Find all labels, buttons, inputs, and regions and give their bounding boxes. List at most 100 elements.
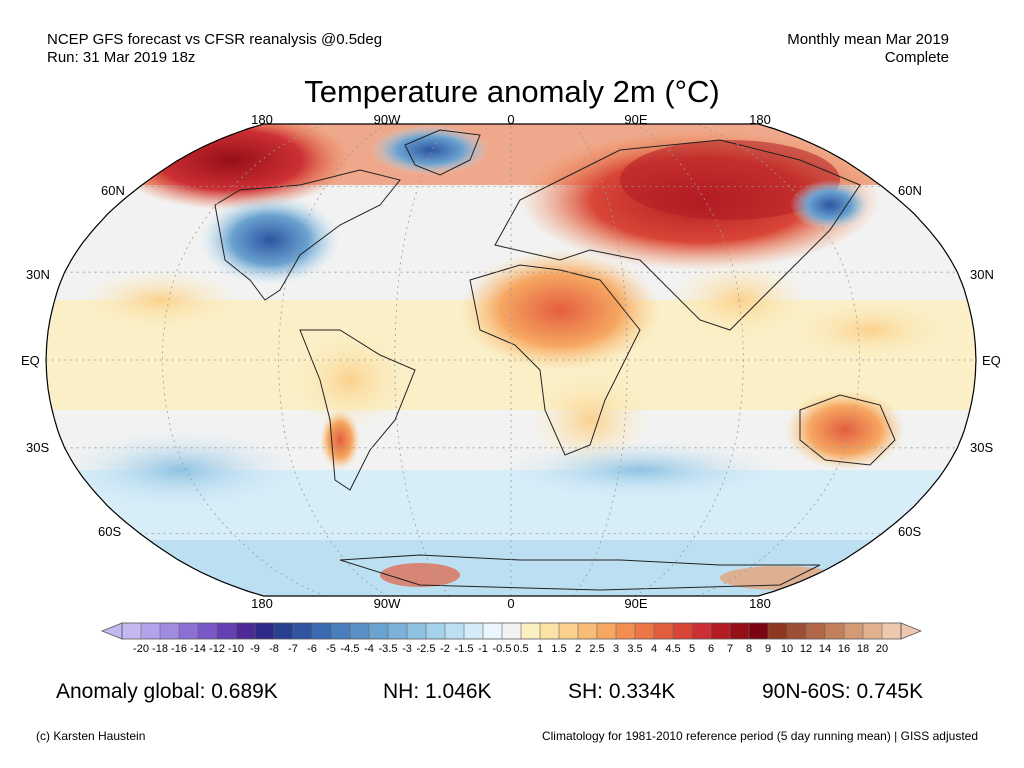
colorbar-tick-label: -4 <box>364 643 374 655</box>
colorbar-swatch <box>787 623 807 639</box>
lon-label-bottom-90w: 90W <box>373 596 401 611</box>
colorbar-tick-label: 1 <box>536 643 544 655</box>
map-title: Temperature anomaly 2m (°C) <box>304 74 720 109</box>
colorbar-swatch <box>635 623 655 639</box>
colorbar-tick-label: 0.5 <box>513 643 529 655</box>
colorbar-swatch <box>331 623 351 639</box>
lat-label-left-30s: 30S <box>26 440 50 455</box>
colorbar-swatch <box>578 623 598 639</box>
colorbar-swatch <box>122 623 142 639</box>
colorbar-swatch <box>559 623 579 639</box>
colorbar-tick-label: -3 <box>402 643 412 655</box>
colorbar-swatch <box>540 623 560 639</box>
colorbar-swatch <box>198 623 218 639</box>
colorbar-swatch <box>616 623 636 639</box>
colorbar-swatch <box>521 623 541 639</box>
colorbar-tick-label: 4 <box>650 643 658 655</box>
colorbar-swatch <box>160 623 180 639</box>
colorbar-tick-label: 3 <box>612 643 620 655</box>
colorbar-swatch <box>730 623 750 639</box>
colorbar-tick-label: 14 <box>818 643 832 655</box>
colorbar-tick-label: -12 <box>209 643 225 655</box>
colorbar-swatch <box>502 623 522 639</box>
colorbar-tick-label: -1 <box>478 643 488 655</box>
colorbar-swatch <box>426 623 446 639</box>
meridian-line <box>394 124 450 596</box>
lon-label-bottom-180w: 180 <box>251 596 273 611</box>
lon-label-top-180w: 180 <box>251 112 273 127</box>
colorbar-tick-label: 20 <box>875 643 889 655</box>
run-time: Run: 31 Mar 2019 18z <box>47 49 196 66</box>
colorbar-tick-label: -2.5 <box>416 643 436 655</box>
colorbar-tick-label: 12 <box>799 643 813 655</box>
climatology-note: Climatology for 1981-2010 reference peri… <box>541 729 978 743</box>
colorbar-swatch <box>825 623 845 639</box>
lon-label-bottom-90e: 90E <box>624 596 648 611</box>
colorbar-swatch <box>217 623 237 639</box>
period-label: Monthly mean Mar 2019 <box>787 31 949 48</box>
colorbar-tick-label: -0.5 <box>492 643 512 655</box>
lon-label-top-180e: 180 <box>749 112 771 127</box>
colorbar-tick-label: -7 <box>288 643 298 655</box>
colorbar-swatch <box>654 623 674 639</box>
lat-label-right-eq: EQ <box>982 353 1001 368</box>
colorbar-tick-label: 1.5 <box>551 643 567 655</box>
colorbar-tick-label: -4.5 <box>340 643 360 655</box>
lat-label-left-eq: EQ <box>21 353 40 368</box>
colorbar-tick-label: -16 <box>171 643 187 655</box>
colorbar-tick-label: -1.5 <box>454 643 474 655</box>
lat-label-right-60s: 60S <box>898 524 922 539</box>
colorbar-tick-label: 5 <box>688 643 696 655</box>
lat-label-right-30s: 30S <box>970 440 994 455</box>
colorbar-tick-label: 10 <box>780 643 794 655</box>
colorbar-swatch <box>179 623 199 639</box>
colorbar-swatch <box>369 623 389 639</box>
colorbar-swatch <box>293 623 313 639</box>
anomaly-field <box>46 124 976 596</box>
colorbar-tick-label: -5 <box>326 643 336 655</box>
colorbar-swatch <box>768 623 788 639</box>
colorbar-frame <box>121 622 902 640</box>
meridian-line <box>634 124 744 596</box>
credit: (c) Karsten Haustein <box>36 729 146 743</box>
meridian-line <box>278 124 388 596</box>
nh-anomaly: NH: 1.046K <box>383 680 492 703</box>
colorbar-tick-label: -14 <box>190 643 206 655</box>
colorbar-tick-label: 4.5 <box>665 643 681 655</box>
colorbar-tick-label: -18 <box>152 643 168 655</box>
colorbar-tick-label: 3.5 <box>627 643 643 655</box>
colorbar-swatch <box>445 623 465 639</box>
colorbar-min-arrow <box>100 622 123 640</box>
colorbar-swatch <box>236 623 256 639</box>
colorbar-swatch <box>388 623 408 639</box>
model-description: NCEP GFS forecast vs CFSR reanalysis @0.… <box>47 31 383 48</box>
colorbar-tick-label: 6 <box>707 643 715 655</box>
lon-label-top-90e: 90E <box>624 112 648 127</box>
lat-label-right-30n: 30N <box>970 267 994 282</box>
lat-label-left-30n: 30N <box>26 267 50 282</box>
colorbar-swatch <box>350 623 370 639</box>
colorbar-tick-label: 7 <box>726 643 734 655</box>
colorbar-swatch <box>407 623 427 639</box>
colorbar-tick-label: -2 <box>440 643 450 655</box>
colorbar-tick-label: -6 <box>307 643 317 655</box>
lat-label-left-60n: 60N <box>101 183 125 198</box>
colorbar-swatch <box>882 623 902 639</box>
colorbar-tick-label: -20 <box>133 643 149 655</box>
lon-label-bottom-180e: 180 <box>749 596 771 611</box>
colorbar-swatch <box>692 623 712 639</box>
colorbar-swatch <box>274 623 294 639</box>
colorbar-tick-label: 16 <box>837 643 851 655</box>
lon-label-bottom-0: 0 <box>507 596 515 611</box>
colorbar-swatch <box>806 623 826 639</box>
colorbar-tick-label: -8 <box>269 643 279 655</box>
colorbar-max-arrow <box>900 622 923 640</box>
colorbar-tick-label: 2 <box>574 643 582 655</box>
colorbar-tick-label: 8 <box>745 643 753 655</box>
lat-label-left-60s: 60S <box>98 524 122 539</box>
coastlines <box>214 129 896 591</box>
polar-anomaly: 90N-60S: 0.745K <box>762 680 924 703</box>
colorbar-swatch <box>483 623 503 639</box>
